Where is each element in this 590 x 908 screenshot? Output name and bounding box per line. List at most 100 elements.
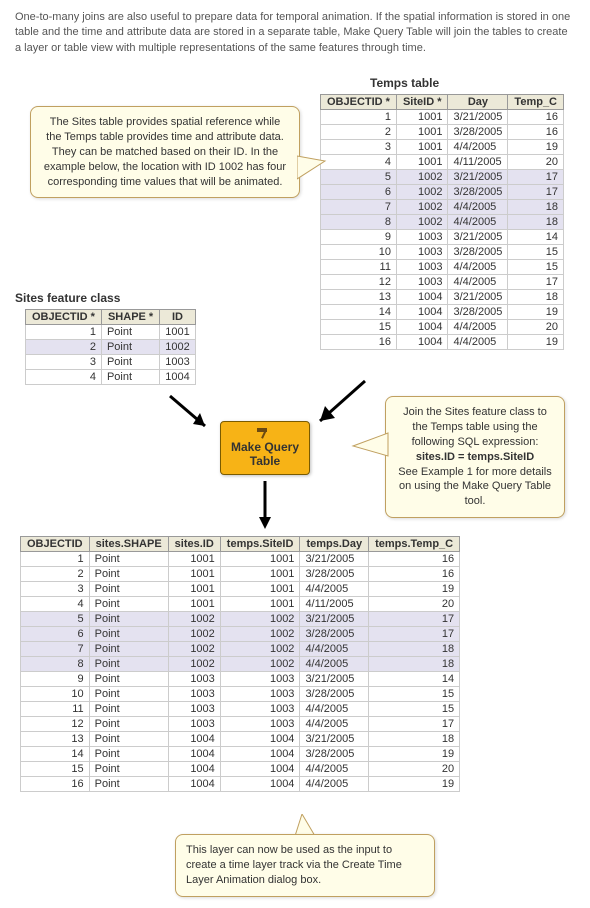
table-cell: 1002 [396, 185, 448, 200]
table-cell: 15 [508, 260, 564, 275]
table-cell: 1001 [396, 110, 448, 125]
callout-2-tail [350, 428, 390, 463]
table-cell: 15 [369, 702, 460, 717]
table-cell: 1003 [220, 702, 300, 717]
table-cell: 3/21/2005 [448, 170, 508, 185]
table-row: 210013/28/200516 [321, 125, 564, 140]
callout-3-text: This layer can now be used as the input … [186, 844, 402, 886]
mqt-line2: Table [221, 454, 309, 468]
table-row: 4Point1004 [26, 370, 196, 385]
table-cell: 16 [508, 110, 564, 125]
table-cell: 19 [369, 747, 460, 762]
table-cell: 11 [21, 702, 90, 717]
table-cell: 4/4/2005 [448, 275, 508, 290]
table-cell: 1 [21, 552, 90, 567]
table-cell: 1004 [396, 320, 448, 335]
table-cell: 1003 [396, 245, 448, 260]
table-cell: 1004 [396, 305, 448, 320]
table-cell: 20 [508, 320, 564, 335]
table-cell: 1003 [396, 275, 448, 290]
table-cell: 17 [369, 627, 460, 642]
table-cell: 1003 [220, 717, 300, 732]
temps-title: Temps table [370, 76, 439, 90]
table-cell: 1004 [168, 777, 220, 792]
callout-result: This layer can now be used as the input … [175, 834, 435, 897]
callout-2b: sites.ID = temps.SiteID [416, 451, 534, 463]
callout-2a: Join the Sites feature class to the Temp… [403, 406, 547, 448]
table-cell: 20 [508, 155, 564, 170]
table-cell: 7 [21, 642, 90, 657]
table-cell: 8 [21, 657, 90, 672]
table-cell: 4 [321, 155, 397, 170]
table-cell: 1003 [168, 702, 220, 717]
table-cell: 1003 [220, 672, 300, 687]
column-header: OBJECTID * [26, 310, 102, 325]
table-row: 1010033/28/200515 [321, 245, 564, 260]
table-row: 1110034/4/200515 [321, 260, 564, 275]
table-cell: 4/4/2005 [448, 260, 508, 275]
column-header: sites.ID [168, 537, 220, 552]
table-row: 8Point100210024/4/200518 [21, 657, 460, 672]
table-cell: 10 [21, 687, 90, 702]
table-cell: Point [89, 777, 168, 792]
table-cell: 1003 [168, 672, 220, 687]
table-cell: Point [89, 627, 168, 642]
table-cell: 6 [21, 627, 90, 642]
table-cell: Point [89, 582, 168, 597]
table-cell: Point [101, 340, 159, 355]
table-row: 15Point100410044/4/200520 [21, 762, 460, 777]
table-cell: 16 [21, 777, 90, 792]
table-cell: 19 [369, 582, 460, 597]
table-cell: 6 [321, 185, 397, 200]
table-cell: 2 [21, 567, 90, 582]
table-row: 14Point100410043/28/200519 [21, 747, 460, 762]
table-cell: 17 [508, 170, 564, 185]
table-cell: 1001 [220, 552, 300, 567]
table-cell: 5 [21, 612, 90, 627]
column-header: temps.Day [300, 537, 369, 552]
table-cell: 18 [508, 215, 564, 230]
table-cell: 1002 [220, 657, 300, 672]
table-cell: 3/21/2005 [448, 110, 508, 125]
table-row: 11Point100310034/4/200515 [21, 702, 460, 717]
table-cell: 3/28/2005 [300, 687, 369, 702]
table-cell: 1004 [220, 732, 300, 747]
table-row: 610023/28/200517 [321, 185, 564, 200]
table-cell: 9 [21, 672, 90, 687]
column-header: Day [448, 95, 508, 110]
callout-sites-temps: The Sites table provides spatial referen… [30, 106, 300, 198]
table-cell: 1004 [220, 762, 300, 777]
table-cell: 1003 [220, 687, 300, 702]
table-cell: 3/21/2005 [300, 732, 369, 747]
arrow-mqt-to-result [257, 481, 273, 531]
table-row: 810024/4/200518 [321, 215, 564, 230]
table-cell: 1003 [160, 355, 195, 370]
table-cell: 1001 [220, 597, 300, 612]
table-cell: 15 [21, 762, 90, 777]
table-cell: 1002 [396, 170, 448, 185]
callout-sql: Join the Sites feature class to the Temp… [385, 396, 565, 518]
table-cell: Point [101, 370, 159, 385]
table-cell: 1002 [168, 612, 220, 627]
table-cell: 1002 [220, 642, 300, 657]
table-cell: 3/21/2005 [300, 672, 369, 687]
callout-1-tail [297, 151, 327, 191]
table-cell: 11 [321, 260, 397, 275]
table-cell: 15 [508, 245, 564, 260]
table-cell: 1001 [168, 552, 220, 567]
table-row: 7Point100210024/4/200518 [21, 642, 460, 657]
temps-table: OBJECTID *SiteID *DayTemp_C110013/21/200… [320, 94, 564, 350]
table-cell: 1001 [396, 125, 448, 140]
table-cell: 7 [321, 200, 397, 215]
table-cell: 19 [508, 140, 564, 155]
table-cell: 1001 [220, 567, 300, 582]
table-cell: Point [101, 325, 159, 340]
table-cell: 1001 [168, 582, 220, 597]
table-cell: 1001 [168, 567, 220, 582]
table-cell: 3/28/2005 [448, 305, 508, 320]
table-cell: 5 [321, 170, 397, 185]
table-cell: Point [89, 612, 168, 627]
table-row: 410014/11/200520 [321, 155, 564, 170]
table-cell: 4/11/2005 [448, 155, 508, 170]
result-table: OBJECTIDsites.SHAPEsites.IDtemps.SiteIDt… [20, 536, 460, 792]
